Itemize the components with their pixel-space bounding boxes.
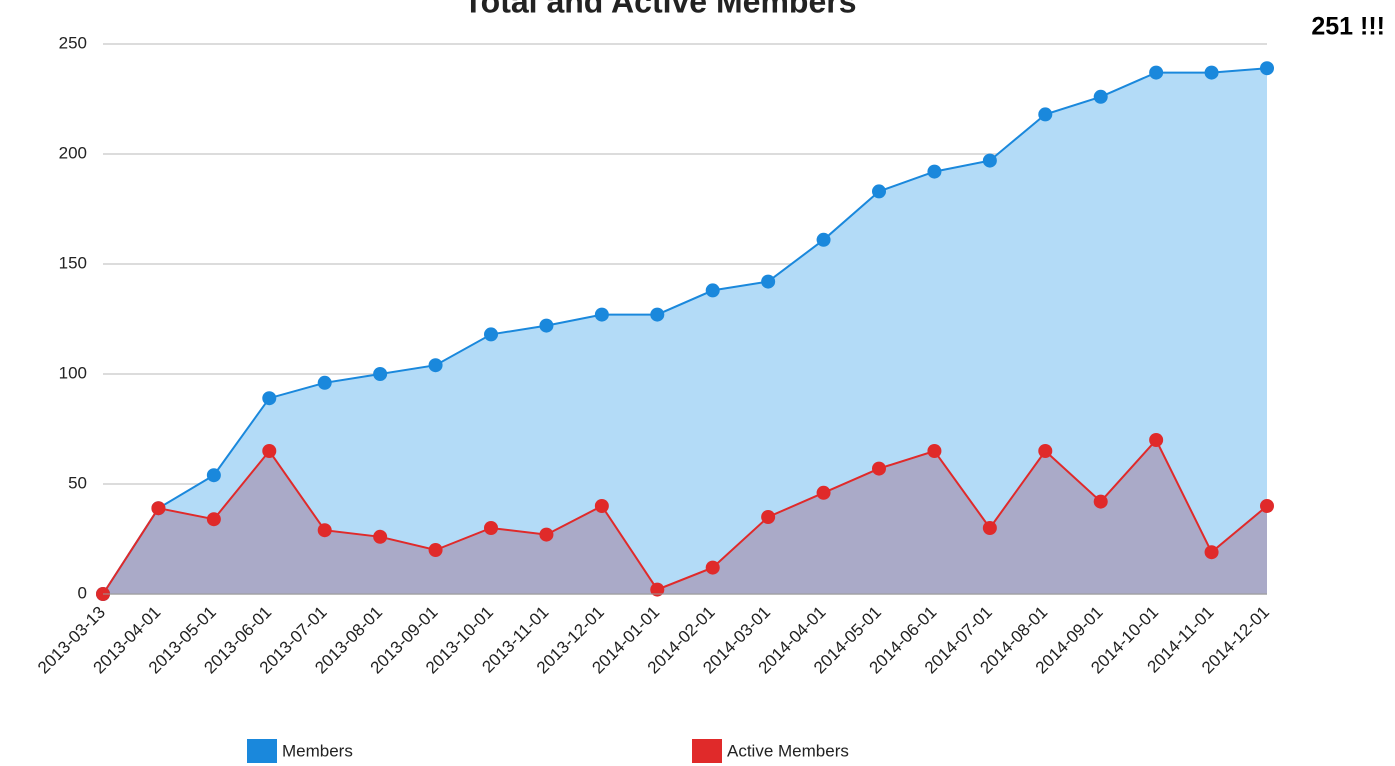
point xyxy=(1149,433,1164,447)
point xyxy=(705,283,720,298)
point xyxy=(484,521,498,535)
point xyxy=(927,164,942,179)
point xyxy=(816,485,831,500)
point xyxy=(262,444,277,458)
point xyxy=(816,232,831,247)
point xyxy=(1260,499,1274,513)
point xyxy=(1204,545,1219,560)
point xyxy=(982,153,997,168)
y-tick-label: 0 xyxy=(78,583,87,602)
point xyxy=(262,391,277,406)
point xyxy=(206,468,221,483)
point xyxy=(206,512,221,527)
point xyxy=(650,582,665,597)
point xyxy=(428,358,443,373)
chart-title: Total and Active Members xyxy=(464,0,857,19)
point xyxy=(761,274,776,289)
line xyxy=(102,438,1268,595)
point xyxy=(317,523,332,538)
point xyxy=(927,444,942,458)
point xyxy=(1038,444,1053,458)
area xyxy=(103,68,1267,594)
point xyxy=(484,327,498,342)
point xyxy=(594,499,609,513)
area xyxy=(103,440,1267,594)
legend-label: Active Members xyxy=(727,741,849,760)
annotation: 251 !!! xyxy=(1311,13,1385,41)
point xyxy=(317,375,332,390)
point xyxy=(373,529,388,544)
point xyxy=(705,560,720,575)
line xyxy=(102,67,1268,595)
legend-swatch xyxy=(692,739,722,763)
point xyxy=(872,461,886,476)
point xyxy=(982,521,997,535)
point xyxy=(761,510,776,524)
y-tick-label: 150 xyxy=(59,253,87,272)
point xyxy=(1038,107,1053,122)
y-tick-label: 250 xyxy=(59,33,87,52)
point xyxy=(539,318,554,333)
y-tick-label: 200 xyxy=(59,143,87,162)
point xyxy=(428,543,443,557)
legend-label: Members xyxy=(282,741,353,760)
point xyxy=(1149,65,1164,80)
point xyxy=(1093,89,1108,104)
point xyxy=(539,527,554,542)
point xyxy=(373,367,388,381)
point xyxy=(1204,65,1219,80)
point xyxy=(1093,494,1108,509)
point xyxy=(650,307,665,322)
y-tick-label: 100 xyxy=(59,363,87,382)
legend-swatch xyxy=(247,739,277,763)
y-tick-label: 50 xyxy=(68,473,87,492)
point xyxy=(872,184,886,199)
point xyxy=(1260,61,1274,76)
point xyxy=(594,307,609,322)
point xyxy=(151,501,166,516)
